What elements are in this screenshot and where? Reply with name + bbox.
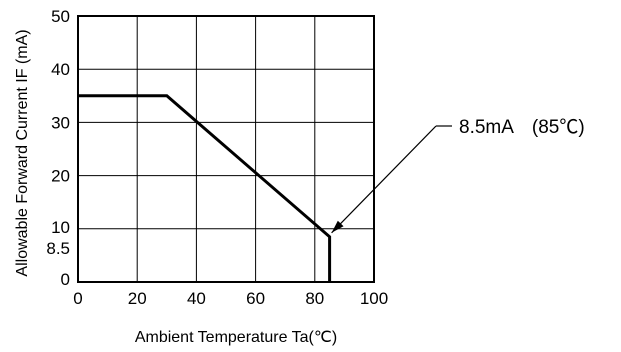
x-axis-label: Ambient Temperature Ta(℃) xyxy=(135,329,337,346)
x-tick-label: 0 xyxy=(73,289,82,308)
series-layer xyxy=(78,94,332,282)
annotation-label: 8.5mA (85℃) xyxy=(459,117,585,138)
y-tick-label: 30 xyxy=(51,113,70,132)
annotation-arrowhead xyxy=(331,220,344,233)
annotation-leader-line xyxy=(331,125,437,234)
x-tick-label: 60 xyxy=(246,289,265,308)
x-tick-label: 20 xyxy=(128,289,147,308)
x-tick-label: 80 xyxy=(305,289,324,308)
grid-lines xyxy=(78,16,374,282)
derating-line xyxy=(78,94,332,282)
y-tick-labels: 0 8.5 10 20 30 40 50 xyxy=(46,7,70,289)
x-tick-label: 100 xyxy=(360,289,388,308)
plot-frame xyxy=(77,15,375,283)
x-tick-label: 40 xyxy=(187,289,206,308)
y-tick-label: 8.5 xyxy=(46,239,70,258)
y-tick-label: 40 xyxy=(51,60,70,79)
y-axis-label: Allowable Forward Current IF (mA) xyxy=(14,29,31,276)
y-tick-label: 20 xyxy=(51,167,70,186)
annotation-layer: 8.5mA (85℃) xyxy=(331,117,585,234)
y-tick-label: 10 xyxy=(51,218,70,237)
y-tick-label: 50 xyxy=(51,7,70,26)
y-tick-label: 0 xyxy=(61,270,70,289)
x-tick-labels: 0 20 40 60 80 100 xyxy=(73,289,388,308)
